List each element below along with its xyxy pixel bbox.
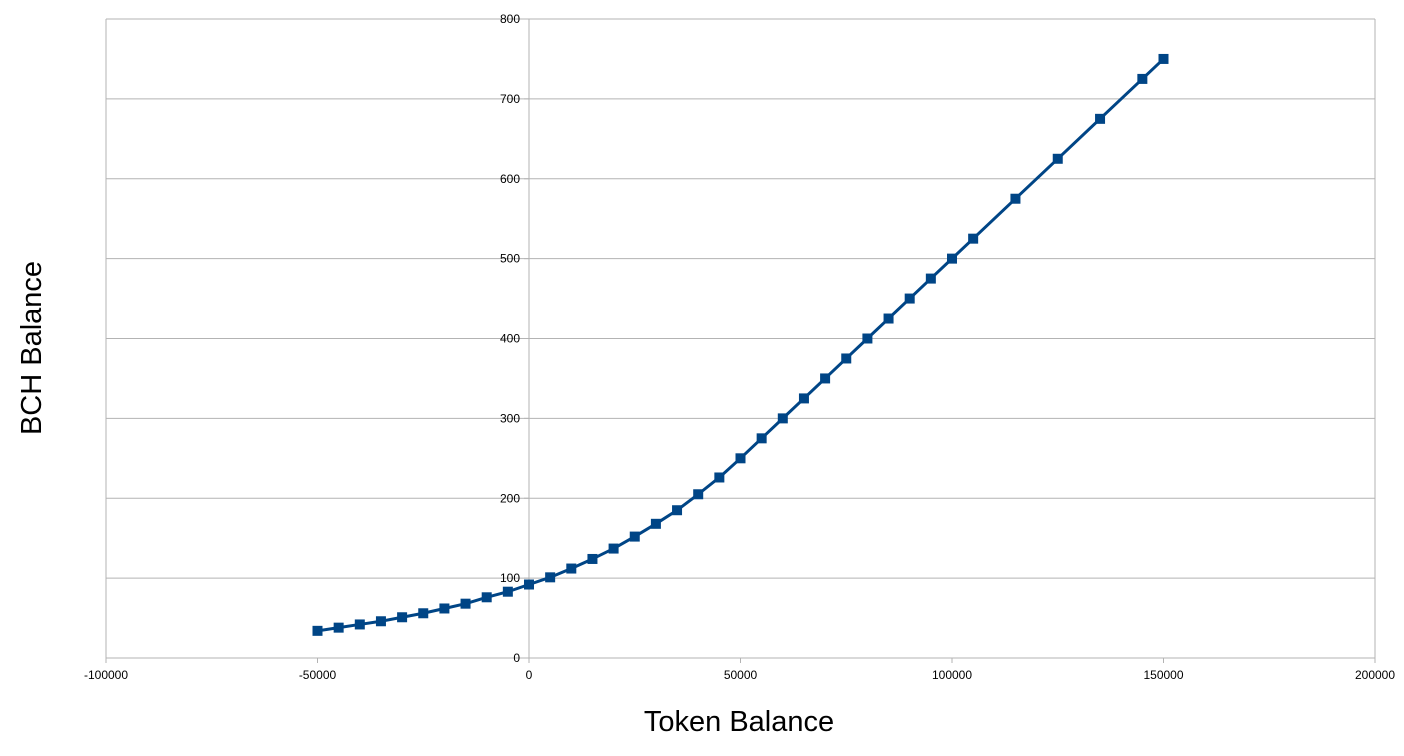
data-point-marker [756, 433, 767, 444]
data-point-marker [608, 543, 619, 554]
data-point-marker [312, 625, 323, 636]
data-point-marker [650, 518, 661, 529]
data-point-marker [693, 489, 704, 500]
y-tick-label: 800 [500, 12, 520, 26]
x-tick-label: 150000 [1143, 668, 1183, 682]
x-tick-label: -50000 [299, 668, 337, 682]
data-point-marker [481, 592, 492, 603]
data-series [312, 53, 1169, 636]
data-point-marker [629, 531, 640, 542]
data-point-marker [354, 619, 365, 630]
axes [105, 18, 1376, 663]
data-point-marker [1052, 153, 1063, 164]
data-point-marker [798, 393, 809, 404]
data-point-marker [460, 598, 471, 609]
x-tick-label: 0 [526, 668, 533, 682]
data-point-marker [735, 453, 746, 464]
data-point-marker [968, 233, 979, 244]
x-tick-label: 100000 [932, 668, 972, 682]
y-axis-title: BCH Balance [16, 261, 48, 435]
y-tick-label: 600 [500, 172, 520, 186]
data-point-marker [672, 505, 683, 516]
y-tick-label: 700 [500, 92, 520, 106]
data-point-marker [1137, 73, 1148, 84]
y-tick-label: 100 [500, 571, 520, 585]
data-point-marker [841, 353, 852, 364]
data-point-marker [439, 603, 450, 614]
y-tick-label: 500 [500, 252, 520, 266]
x-tick-label: 50000 [724, 668, 758, 682]
data-point-marker [418, 608, 429, 619]
tick-labels: -100000 -50000 0 50000 100000 150000 200000 0 10… [84, 12, 1395, 682]
data-point-marker [1158, 53, 1169, 64]
y-tick-label: 200 [500, 491, 520, 505]
data-point-marker [883, 313, 894, 324]
data-point-marker [375, 616, 386, 627]
data-point-marker [904, 293, 915, 304]
data-point-marker [714, 472, 725, 483]
data-point-marker [566, 563, 577, 574]
data-point-marker [397, 612, 408, 623]
plot-frame [105, 19, 1376, 658]
x-tick-label: -100000 [84, 668, 128, 682]
data-point-marker [947, 253, 957, 264]
grid-lines [106, 18, 1375, 659]
x-tick-label: 200000 [1355, 668, 1395, 682]
data-point-marker [545, 572, 556, 583]
data-point-marker [925, 273, 936, 284]
y-tick-label: 400 [500, 332, 520, 346]
data-point-marker [1010, 193, 1021, 204]
data-point-marker [587, 553, 598, 564]
data-point-marker [1095, 113, 1106, 124]
data-point-marker [502, 586, 513, 597]
data-point-marker [862, 333, 873, 344]
x-axis-title: Token Balance [644, 706, 834, 738]
data-point-marker [333, 622, 344, 633]
y-tick-label: 300 [500, 411, 520, 425]
y-tick-label: 0 [513, 651, 520, 665]
data-point-marker [777, 413, 788, 424]
data-point-marker [820, 373, 831, 384]
data-point-marker [524, 579, 534, 590]
